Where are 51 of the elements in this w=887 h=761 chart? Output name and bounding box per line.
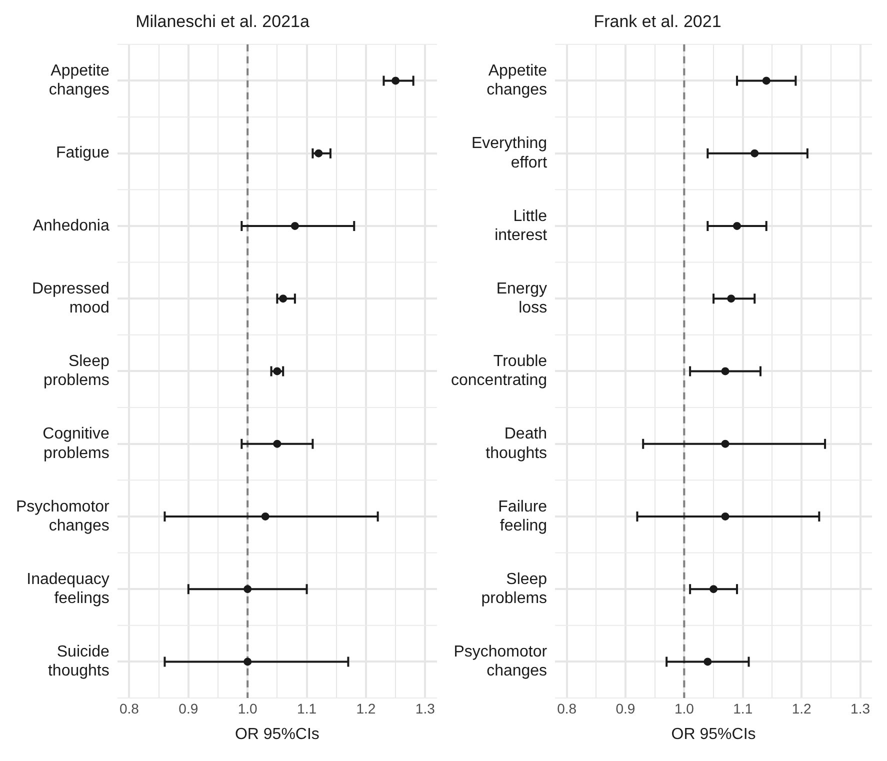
point: [710, 585, 718, 594]
x-axis-title: OR 95%CIs: [671, 726, 756, 743]
y-tick-label: Energy loss: [496, 280, 548, 317]
point: [314, 149, 323, 158]
y-tick-label: Sleep problems: [481, 570, 548, 608]
chart-title: Milaneschi et al. 2021a: [136, 12, 310, 31]
y-tick-label: Psychomotor changes: [16, 498, 110, 534]
point: [721, 440, 730, 448]
x-tick-label: 1.3: [415, 700, 436, 716]
point: [733, 222, 742, 230]
chart-title: Frank et al. 2021: [594, 12, 722, 31]
y-tick-label: Appetite changes: [486, 62, 548, 99]
y-tick-label: Sleep problems: [44, 353, 110, 390]
y-tick-label: Inadequacy feelings: [26, 570, 110, 608]
y-tick-label: Depressed mood: [32, 280, 110, 317]
point: [392, 76, 400, 85]
point: [721, 367, 730, 376]
x-tick-label: 0.9: [178, 700, 198, 716]
x-tick-label: 1.3: [850, 700, 870, 716]
x-tick-label: 0.8: [119, 700, 140, 716]
point: [273, 440, 282, 448]
point: [279, 294, 288, 303]
x-tick-label: 1.2: [792, 700, 812, 716]
y-tick-label: Trouble concentrating: [451, 353, 548, 390]
x-tick-label: 1.0: [674, 700, 694, 716]
y-tick-label: Death thoughts: [486, 426, 548, 462]
x-tick-label: 1.1: [733, 700, 753, 716]
x-tick-label: 1.1: [297, 700, 317, 716]
point: [727, 294, 736, 303]
point: [750, 149, 759, 158]
x-tick-label: 0.8: [557, 700, 577, 716]
point: [244, 585, 252, 594]
point: [704, 658, 712, 666]
x-tick-label: 1.2: [356, 700, 376, 716]
x-tick-label: 0.9: [616, 700, 636, 716]
y-tick-label: Suicide thoughts: [48, 643, 110, 680]
y-tick-label: Appetite changes: [48, 62, 110, 99]
y-tick-label: Anhedonia: [32, 217, 110, 234]
y-tick-label: Little interest: [494, 208, 548, 244]
point: [290, 222, 299, 230]
point: [721, 512, 730, 520]
x-tick-label: 1.0: [238, 700, 258, 716]
x-axis-title: OR 95%CIs: [234, 726, 320, 743]
y-tick-label: Failure feeling: [498, 498, 548, 534]
point: [244, 658, 252, 666]
y-tick-label: Everything effort: [471, 135, 548, 172]
y-tick-label: Fatigue: [56, 144, 110, 162]
point: [762, 76, 770, 85]
y-tick-label: Cognitive problems: [42, 426, 110, 462]
point: [261, 512, 270, 520]
y-tick-label: Psychomotor changes: [454, 643, 548, 680]
